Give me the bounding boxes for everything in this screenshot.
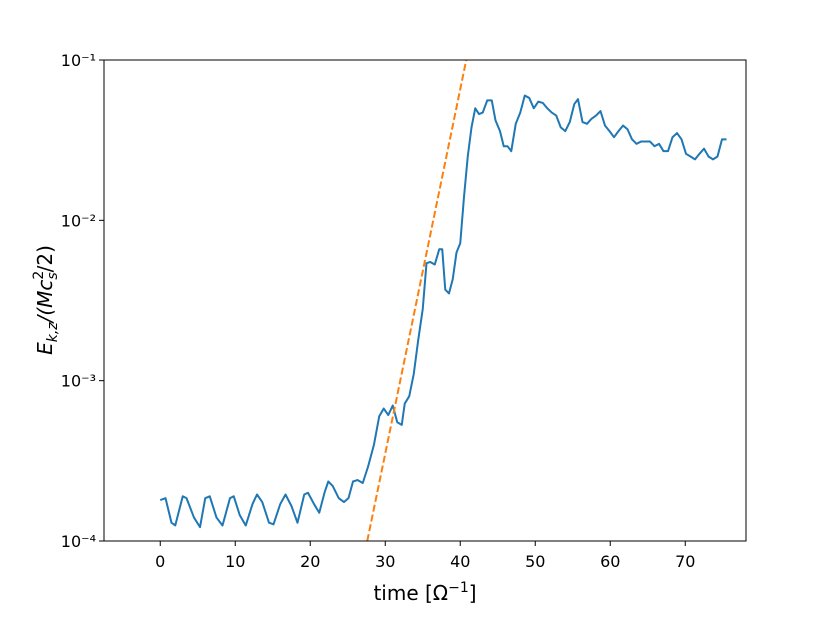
x-label-sup: −1: [448, 580, 469, 596]
x-tick-label: 40: [450, 552, 470, 571]
x-label-part: time [Ω: [373, 581, 448, 605]
y-tick-label: 10⁻²: [61, 211, 96, 230]
plot-frame: [103, 59, 747, 542]
y-label-sub: s: [45, 272, 61, 279]
y-axis-label: Ek,z/(Mc2s/2): [31, 245, 61, 355]
x-axis-label: time [Ω−1]: [373, 580, 476, 605]
y-label-sup: 2: [31, 271, 47, 280]
x-tick-label: 50: [525, 552, 545, 571]
y-tick-label: 10⁻¹: [61, 51, 96, 70]
y-label-sub: k,z: [45, 322, 61, 343]
y-tick-label: 10⁻³: [61, 372, 96, 391]
x-tick-label: 70: [675, 552, 695, 571]
x-tick-label: 30: [375, 552, 395, 571]
series-line: [366, 60, 468, 541]
x-tick-label: 60: [600, 552, 620, 571]
x-tick-label: 0: [155, 552, 165, 571]
y-label-part: /2): [33, 245, 57, 272]
series-line: [159, 94, 727, 529]
y-label-part: E: [33, 342, 57, 355]
x-tick-label: 20: [300, 552, 320, 571]
y-label-part: /(Mc: [33, 280, 57, 325]
y-tick-label: 10⁻⁴: [61, 532, 96, 551]
plot-area: [159, 60, 727, 541]
x-label-part: ]: [469, 581, 477, 605]
x-tick-label: 10: [225, 552, 245, 571]
